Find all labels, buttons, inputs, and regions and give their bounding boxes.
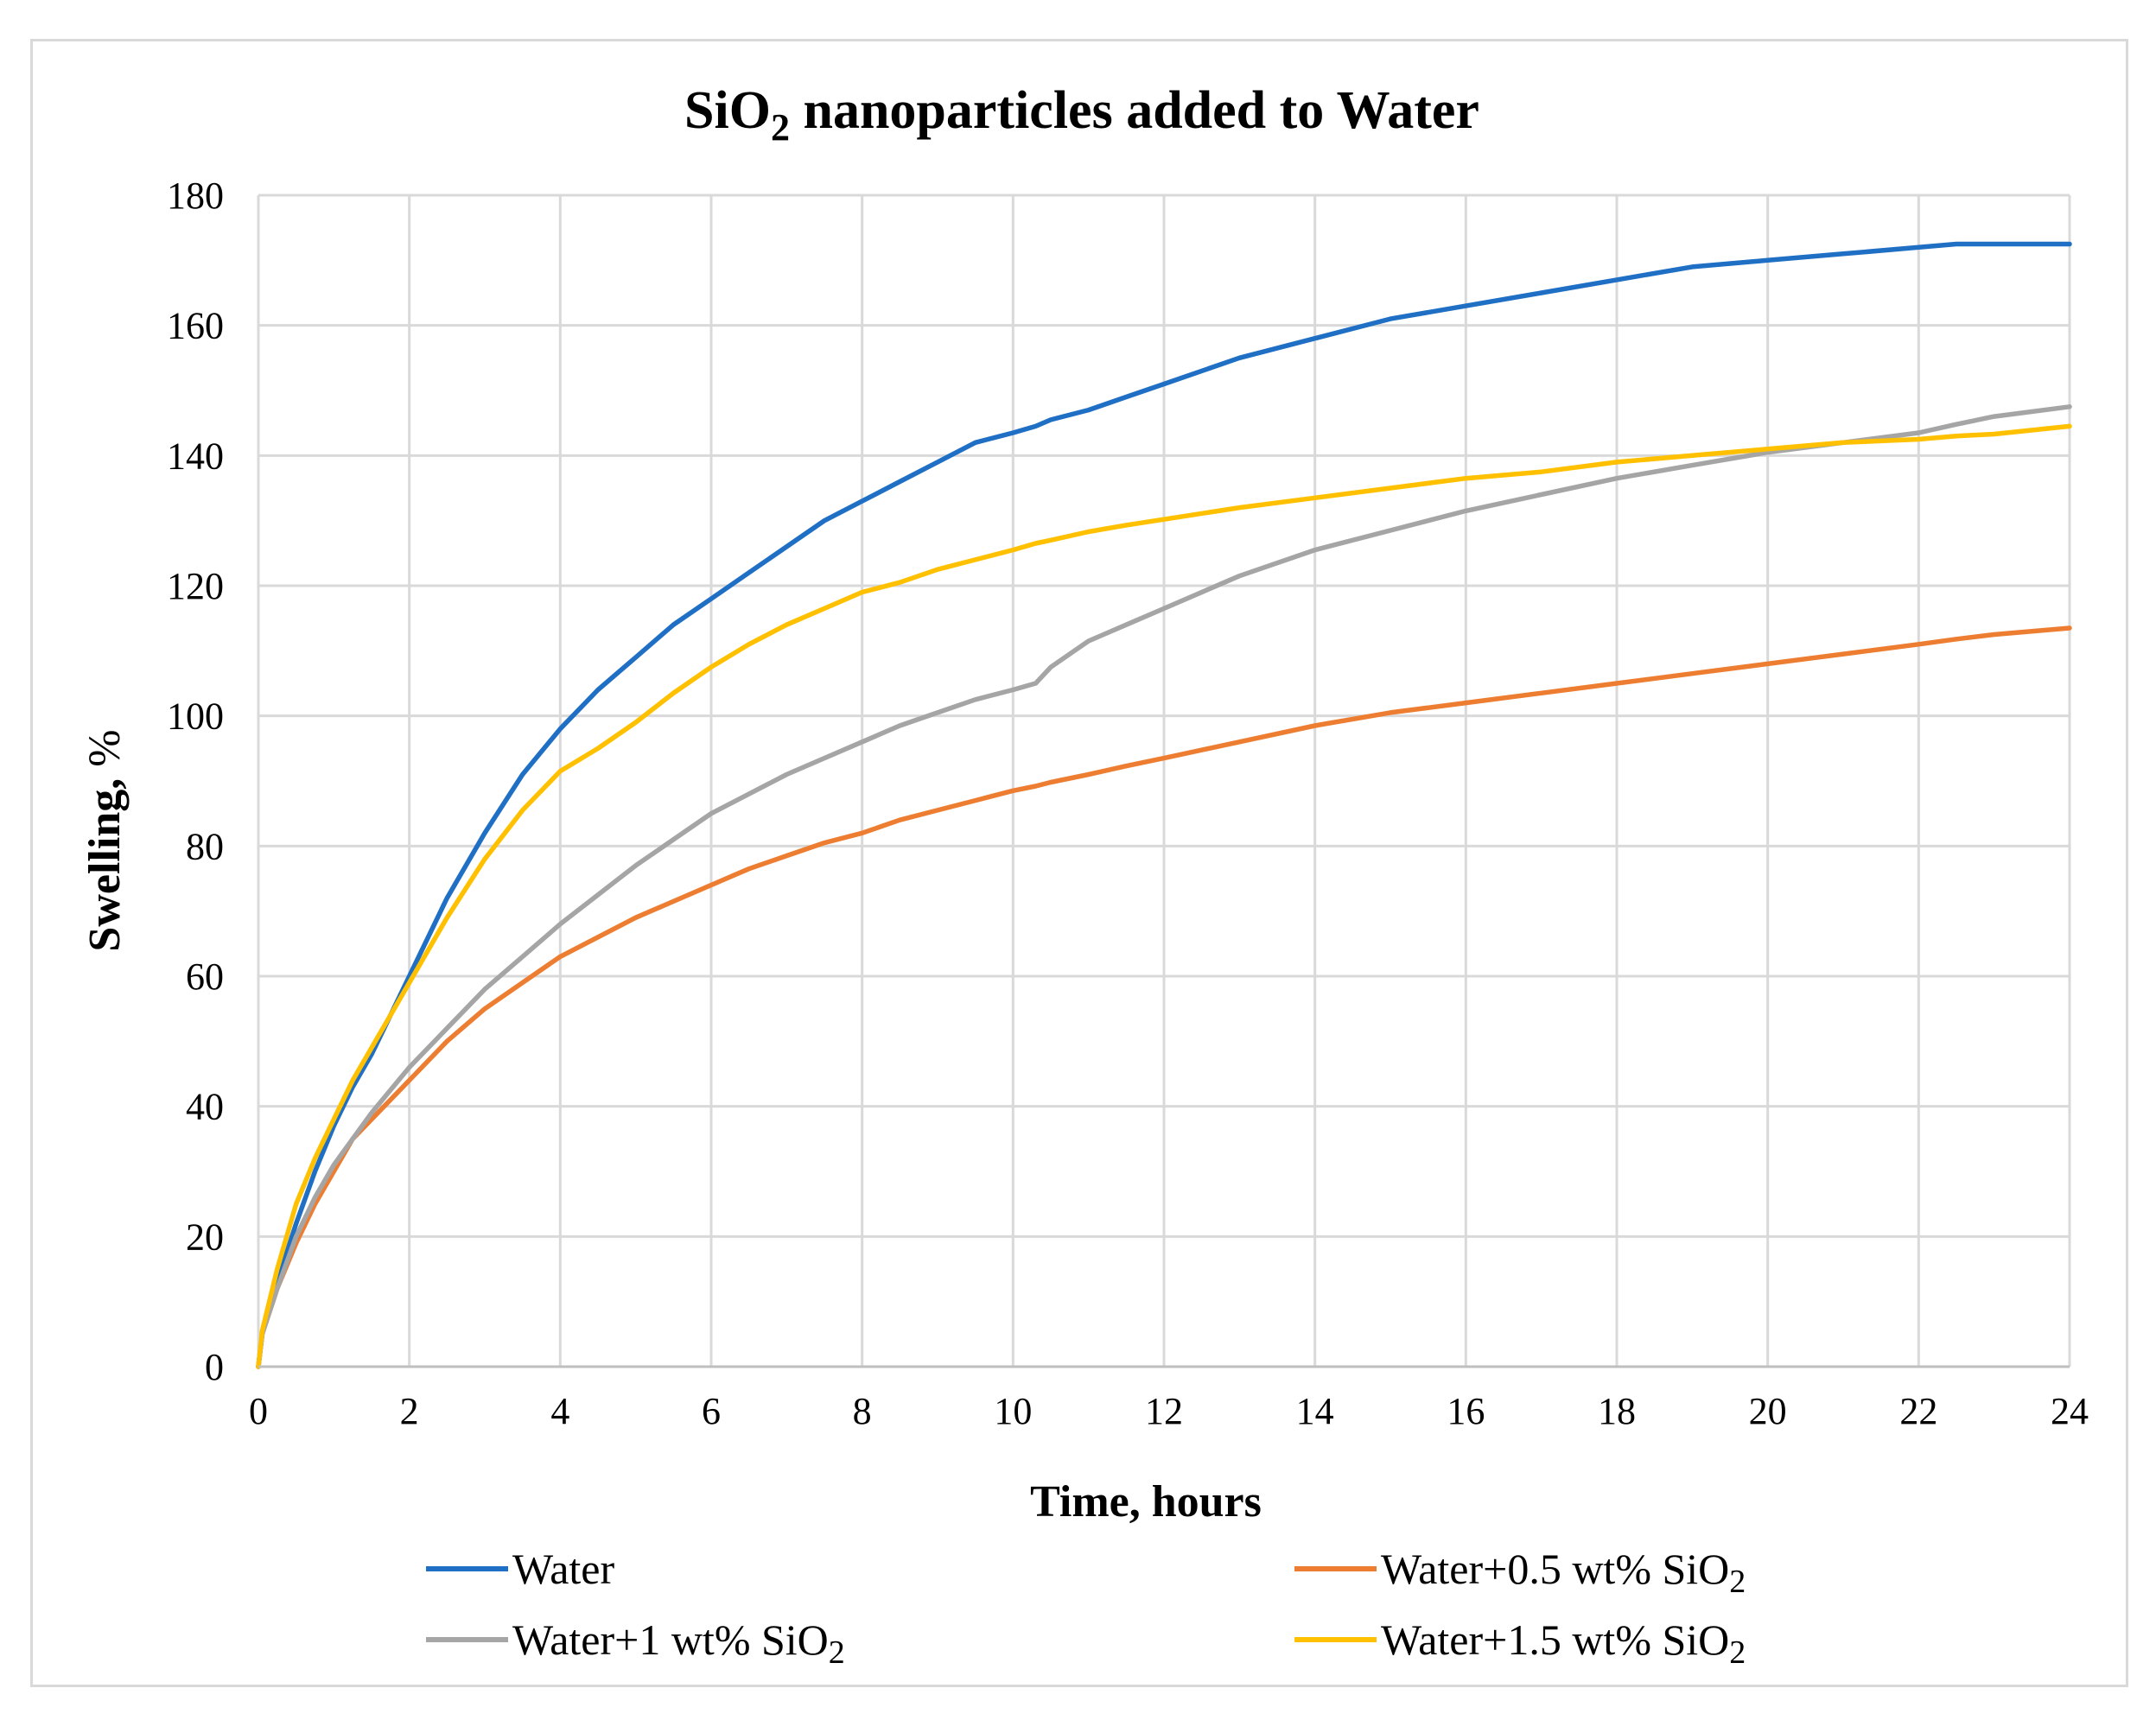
y-tick-label: 180 — [167, 175, 224, 217]
y-tick-label: 100 — [167, 695, 224, 738]
x-tick-label: 4 — [550, 1390, 569, 1432]
series-line-water-1-5-wt-sio2 — [256, 423, 2072, 1369]
y-tick-label: 20 — [186, 1215, 224, 1258]
legend-label: Water+1.5 wt% SiO2 — [1381, 1615, 1746, 1671]
x-axis-title: Time, hours — [1030, 1477, 1262, 1526]
x-tick-label: 2 — [400, 1390, 419, 1432]
x-tick-label: 6 — [702, 1390, 721, 1432]
series-line-water-0-5-wt-sio2 — [256, 625, 2072, 1369]
y-tick-label: 140 — [167, 435, 224, 477]
y-tick-label: 80 — [186, 825, 224, 867]
x-tick-label: 8 — [853, 1390, 872, 1432]
legend-label: Water+1 wt% SiO2 — [512, 1615, 845, 1671]
legend-label: Water — [512, 1545, 614, 1593]
x-tick-label: 22 — [1899, 1390, 1937, 1432]
x-tick-label: 0 — [249, 1390, 268, 1432]
chart-title: SiO2 nanoparticles added to Water — [684, 81, 1479, 149]
series-line-water-1-wt-sio2 — [256, 404, 2072, 1369]
y-tick-label: 40 — [186, 1086, 224, 1128]
legend: Water Water+0.5 wt% SiO2 Water+1 wt% SiO2 W… — [426, 1545, 1746, 1671]
legend-label: Water+0.5 wt% SiO2 — [1381, 1545, 1746, 1600]
x-tick-label: 20 — [1749, 1390, 1787, 1432]
series-lines — [256, 241, 2072, 1369]
x-tick-label: 24 — [2051, 1390, 2089, 1432]
x-tick-label: 14 — [1296, 1390, 1334, 1432]
y-tick-label: 0 — [205, 1346, 224, 1388]
x-tick-label: 10 — [994, 1390, 1032, 1432]
series-line-water — [256, 241, 2072, 1369]
y-axis-title: Swelling, % — [80, 729, 130, 951]
axes: 0 2 4 6 8 10 12 14 16 18 20 22 240204060801001201401… — [167, 175, 2089, 1432]
x-tick-label: 16 — [1447, 1390, 1485, 1432]
y-tick-label: 120 — [167, 565, 224, 607]
grid — [257, 194, 2071, 1368]
chart-title-subscript: 2 — [771, 106, 790, 149]
x-tick-label: 18 — [1598, 1390, 1636, 1432]
x-tick-label: 12 — [1145, 1390, 1183, 1432]
y-tick-label: 60 — [186, 955, 224, 998]
y-tick-label: 160 — [167, 305, 224, 347]
